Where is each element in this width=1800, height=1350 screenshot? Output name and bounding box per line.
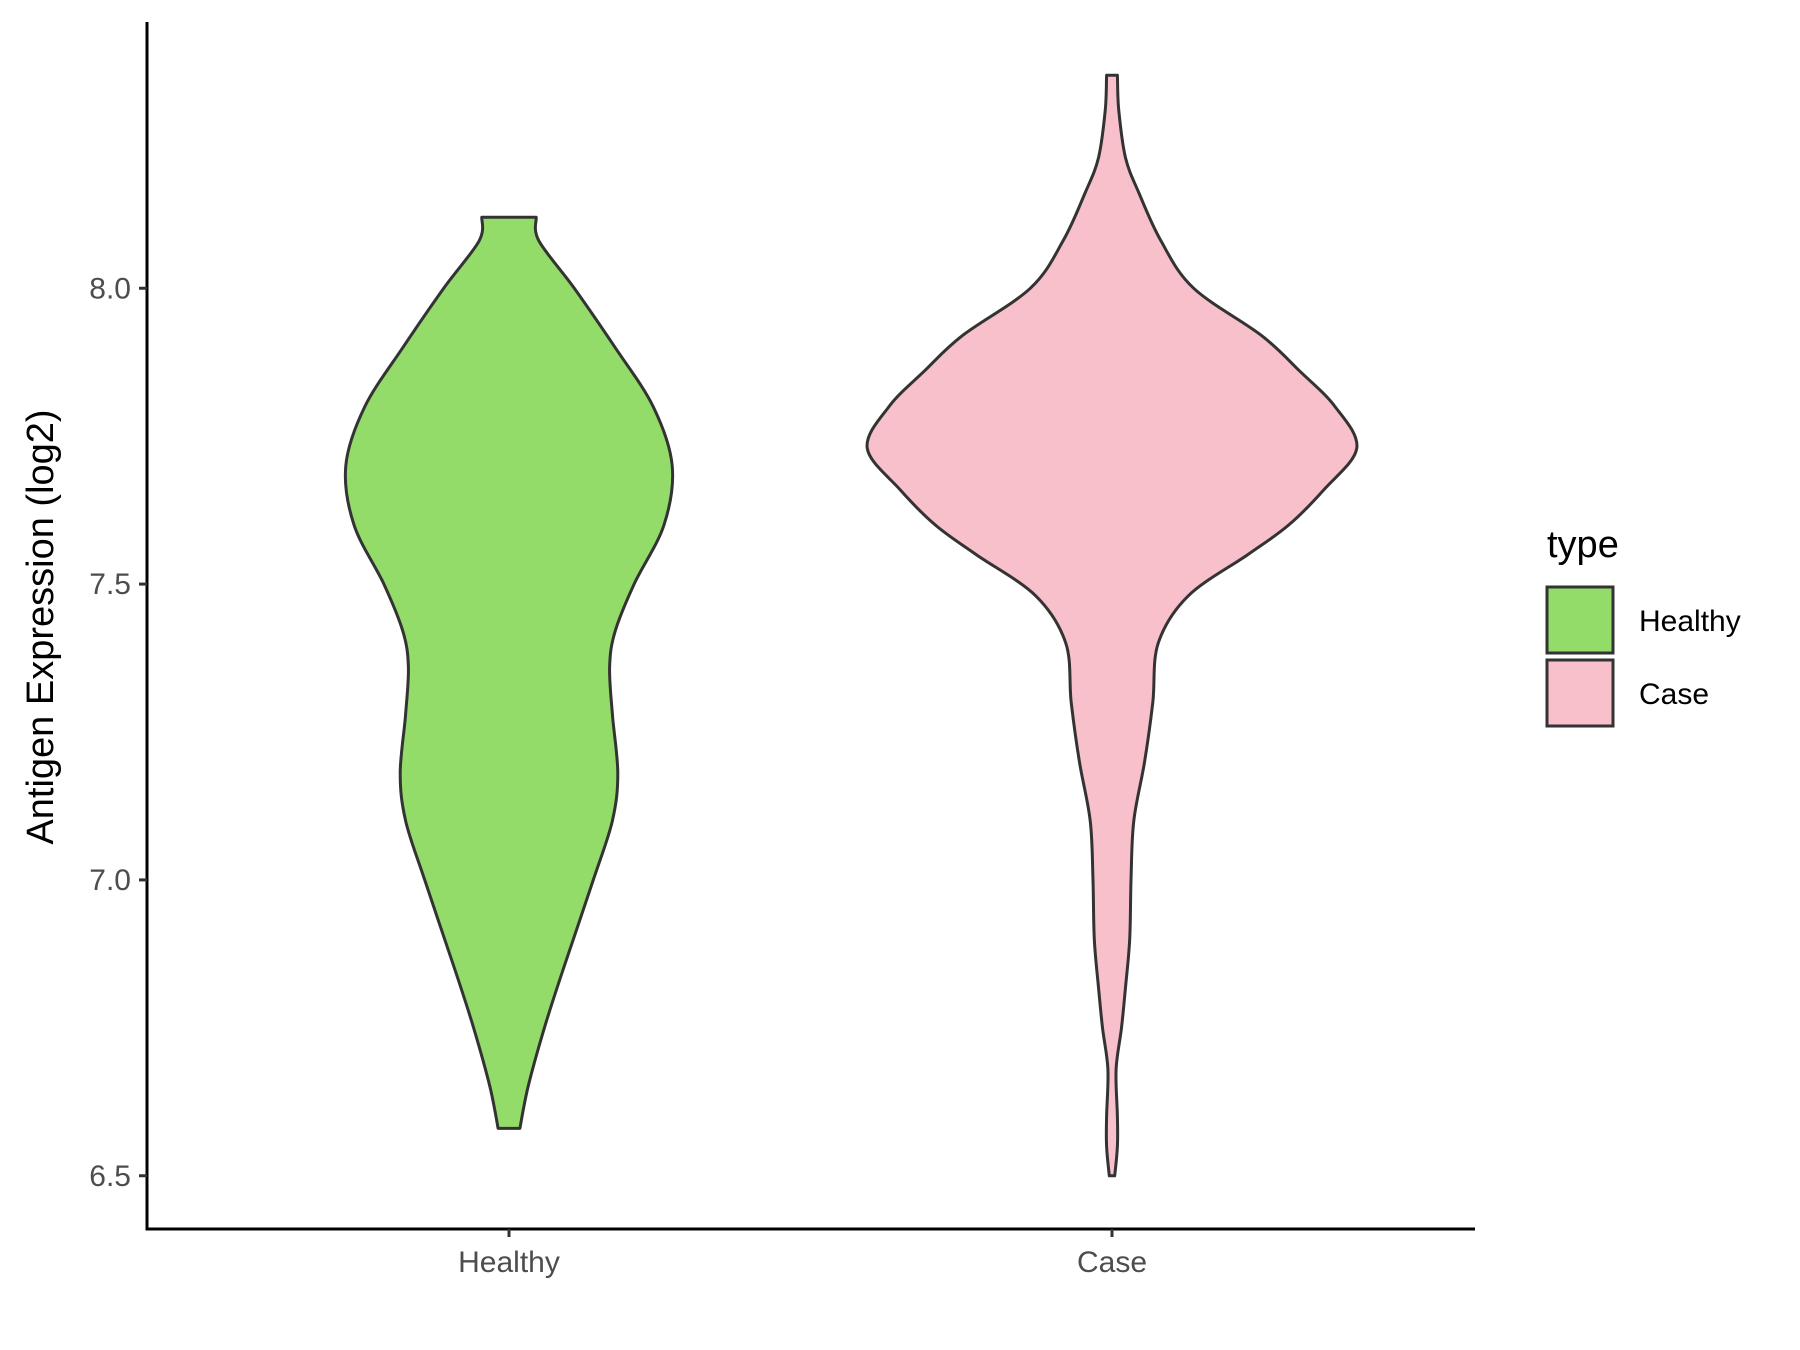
- axes: 6.5 7.0 7.5 8.0 Healthy Case: [89, 22, 1475, 1279]
- legend-title: type: [1547, 524, 1619, 566]
- violin-case: [865, 73, 1359, 1178]
- x-tick-label: Healthy: [458, 1246, 560, 1279]
- legend-key-healthy: [1545, 585, 1615, 655]
- legend: type Healthy Case: [1545, 524, 1741, 728]
- y-tick-label: 6.5: [89, 1160, 131, 1193]
- y-tick-label: 7.5: [89, 568, 131, 601]
- violin-healthy: [343, 215, 675, 1130]
- plot-area: [343, 73, 1359, 1178]
- y-axis-title: Antigen Expression (log2): [20, 409, 62, 844]
- legend-key-case: [1545, 658, 1615, 728]
- x-tick-label: Case: [1077, 1246, 1147, 1279]
- y-tick-label: 8.0: [89, 272, 131, 305]
- legend-label: Case: [1639, 678, 1709, 711]
- legend-label: Healthy: [1639, 605, 1741, 638]
- y-tick-label: 7.0: [89, 864, 131, 897]
